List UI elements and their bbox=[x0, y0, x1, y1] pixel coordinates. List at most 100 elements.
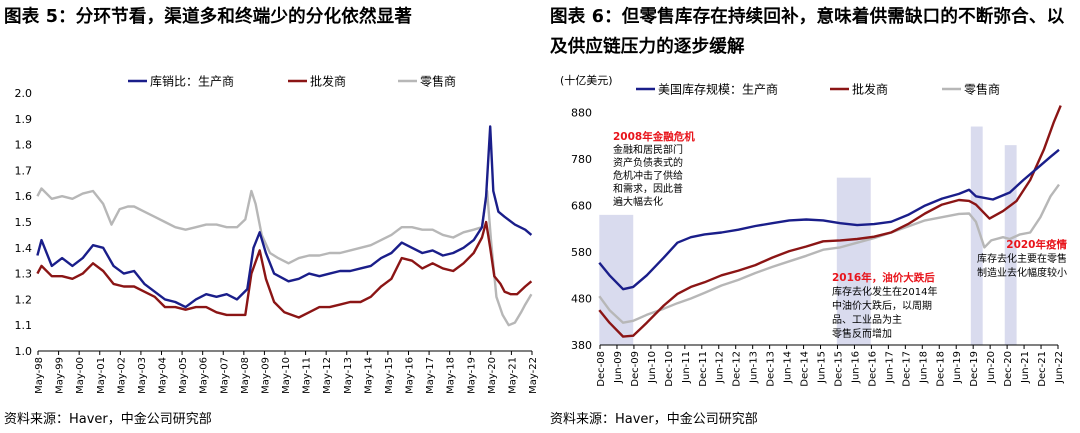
legend-label: 库销比：生产商 bbox=[150, 74, 234, 89]
y-tick-label: 380 bbox=[571, 339, 592, 352]
source-note: 资料来源：Haver，中金公司研究部 bbox=[550, 412, 758, 427]
annotation-title: 2008年金融危机 bbox=[613, 130, 695, 143]
x-tick-label: Jun-17 bbox=[884, 351, 895, 384]
x-tick-label: Dec-18 bbox=[935, 351, 946, 387]
x-tick-label: Jun-19 bbox=[952, 351, 963, 384]
series-line-wholesaler bbox=[598, 105, 1062, 338]
annotation-text: 金融和居民部门 bbox=[613, 143, 683, 156]
y-tick-label: 580 bbox=[571, 246, 592, 259]
x-tick-label: Jun-18 bbox=[918, 351, 929, 384]
x-tick-label: May-11 bbox=[302, 357, 313, 394]
annotation-text: 品、工业品为主 bbox=[832, 314, 902, 326]
series-line-manufacturer bbox=[36, 125, 533, 309]
y-tick-label: 1.8 bbox=[15, 139, 33, 152]
x-tick-label: Dec-15 bbox=[833, 351, 844, 387]
y-tick-label: 1.0 bbox=[15, 345, 33, 358]
x-tick-label: May-15 bbox=[384, 357, 395, 394]
x-tick-label: Jun-21 bbox=[1020, 351, 1031, 384]
x-tick-label: Dec-08 bbox=[596, 351, 607, 387]
inventory-chart-svg: (十亿美元) 880 780 680 580 480 380 Dec-08 Jun-09 Dec-… bbox=[560, 73, 1067, 387]
x-tick-label: May-22 bbox=[528, 357, 539, 394]
shaded-period bbox=[836, 177, 871, 345]
chart-panel-inventory-sales-ratio: 图表 5：分环节看，渠道多和终端少的分化依然显著 2.0 1.9 1.8 1.7 1.6… bbox=[4, 7, 540, 427]
x-tick-label: May-04 bbox=[158, 357, 169, 394]
x-tick-label: Jun-16 bbox=[850, 351, 861, 384]
x-tick-label: Jun-14 bbox=[783, 351, 794, 384]
x-tick-label: May-00 bbox=[75, 357, 86, 394]
x-tick-label: May-12 bbox=[322, 357, 333, 394]
legend-label: 批发商 bbox=[852, 82, 888, 97]
x-tick-label: Dec-16 bbox=[867, 351, 878, 387]
legend-label: 零售商 bbox=[420, 74, 456, 89]
y-tick-label: 1.3 bbox=[15, 268, 33, 281]
x-tick-label: May-16 bbox=[405, 357, 416, 394]
annotation-text: 制造业去化幅度较小 bbox=[977, 266, 1067, 279]
x-tick-label: May-19 bbox=[466, 357, 477, 394]
x-tick-label: Dec-13 bbox=[766, 351, 777, 387]
chart-title: 图表 6：但零售库存在持续回补，意味着供需缺口的不断弥合、以及供应链压力的逐步缓… bbox=[550, 7, 1065, 57]
x-tick-label: May-13 bbox=[343, 357, 354, 394]
y-tick-label: 780 bbox=[571, 153, 592, 166]
shaded-period bbox=[1004, 145, 1017, 345]
series-line-manufacturer bbox=[598, 148, 1060, 291]
x-tick-label: May-17 bbox=[425, 357, 436, 394]
x-tick-label: Jun-22 bbox=[1054, 351, 1065, 384]
y-tick-label: 1.7 bbox=[15, 164, 33, 177]
y-tick-label: 1.4 bbox=[15, 242, 33, 255]
annotation-text: 危机冲击了供给 bbox=[613, 169, 683, 182]
x-tick-label: May-09 bbox=[260, 357, 271, 394]
x-tick-label: May-14 bbox=[363, 357, 374, 394]
annotation-title: 2020年疫情 bbox=[1006, 238, 1067, 251]
annotation-text: 库存去化发生在2014年 bbox=[832, 285, 937, 298]
annotation-text: 中油价大跌后，以周期 bbox=[832, 299, 932, 312]
series-line-retailer bbox=[36, 187, 533, 327]
x-tick-label: Dec-17 bbox=[901, 351, 912, 387]
x-tick-label: Jun-15 bbox=[817, 351, 828, 384]
y-tick-label: 1.5 bbox=[15, 216, 33, 229]
unit-label: (十亿美元) bbox=[560, 73, 613, 87]
x-tick-label: May-21 bbox=[507, 357, 518, 394]
x-tick-label: Jun-13 bbox=[749, 351, 760, 384]
chart-title: 图表 5：分环节看，渠道多和终端少的分化依然显著 bbox=[4, 7, 413, 27]
x-tick-label: May-20 bbox=[487, 357, 498, 394]
shaded-period bbox=[970, 126, 983, 345]
x-tick-label: May-99 bbox=[55, 357, 66, 394]
x-tick-label: May-08 bbox=[240, 357, 251, 394]
x-tick-label: Jun-12 bbox=[715, 351, 726, 384]
y-tick-label: 880 bbox=[571, 107, 592, 120]
annotation-text: 遍大幅去化 bbox=[613, 195, 663, 208]
x-tick-label: Dec-10 bbox=[664, 351, 675, 387]
annotation-text: 资产负债表式的 bbox=[613, 156, 683, 169]
x-tick-label: Dec-12 bbox=[732, 351, 743, 387]
x-tick-label: Dec-21 bbox=[1037, 351, 1048, 387]
y-tick-label: 480 bbox=[571, 293, 592, 306]
x-tick-label: May-03 bbox=[137, 357, 148, 394]
x-tick-label: May-07 bbox=[219, 357, 230, 394]
y-tick-label: 680 bbox=[571, 200, 592, 213]
x-tick-label: May-10 bbox=[281, 357, 292, 394]
y-tick-label: 1.6 bbox=[15, 190, 33, 203]
x-tick-label: May-98 bbox=[34, 357, 45, 394]
shaded-period bbox=[599, 214, 634, 345]
source-note: 资料来源：Haver，中金公司研究部 bbox=[4, 412, 212, 427]
x-tick-label: Dec-09 bbox=[630, 351, 641, 387]
annotation-text: 和需求，因此普 bbox=[613, 182, 683, 195]
legend-label: 批发商 bbox=[310, 74, 346, 89]
x-tick-label: Jun-09 bbox=[613, 351, 624, 384]
legend-label: 美国库存规模：生产商 bbox=[658, 82, 778, 97]
x-tick-label: Dec-19 bbox=[969, 351, 980, 387]
x-tick-label: May-18 bbox=[446, 357, 457, 394]
y-tick-label: 1.9 bbox=[15, 113, 33, 126]
y-tick-label: 2.0 bbox=[15, 87, 33, 100]
legend-label: 零售商 bbox=[964, 82, 1000, 97]
y-tick-label: 1.1 bbox=[15, 319, 33, 332]
y-tick-label: 1.2 bbox=[15, 293, 33, 306]
x-tick-label: Dec-14 bbox=[800, 351, 811, 387]
x-tick-label: Jun-20 bbox=[986, 351, 997, 384]
x-tick-label: Jun-11 bbox=[681, 351, 692, 384]
annotation-text: 零售反而增加 bbox=[832, 327, 892, 340]
x-tick-label: May-06 bbox=[199, 357, 210, 394]
x-tick-label: Dec-11 bbox=[698, 351, 709, 387]
x-tick-label: May-01 bbox=[96, 357, 107, 394]
